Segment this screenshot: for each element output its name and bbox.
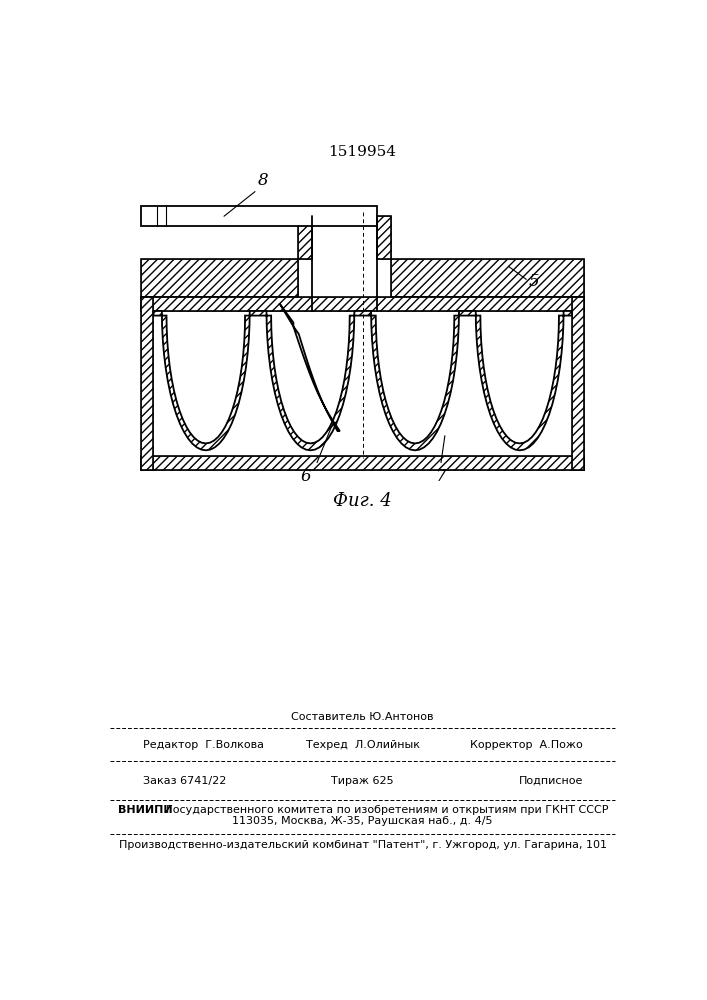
Text: ВНИИПИ: ВНИИПИ (118, 805, 173, 815)
Polygon shape (141, 216, 312, 297)
Text: 113035, Москва, Ж-35, Раушская наб., д. 4/5: 113035, Москва, Ж-35, Раушская наб., д. … (233, 816, 493, 826)
Text: Фиг. 4: Фиг. 4 (333, 492, 392, 510)
Text: Подписное: Подписное (518, 776, 583, 786)
Text: Государственного комитета по изобретениям и открытиям при ГКНТ СССР: Государственного комитета по изобретения… (166, 805, 609, 815)
Text: 7: 7 (436, 468, 446, 485)
Text: Редактор  Г.Волкова: Редактор Г.Волкова (143, 740, 264, 750)
Polygon shape (141, 206, 377, 226)
Text: Тираж 625: Тираж 625 (332, 776, 394, 786)
Polygon shape (279, 303, 293, 326)
Text: Составитель Ю.Антонов: Составитель Ю.Антонов (291, 712, 434, 722)
Polygon shape (141, 297, 153, 470)
Text: Производственно-издательский комбинат "Патент", г. Ужгород, ул. Гагарина, 101: Производственно-издательский комбинат "П… (119, 840, 607, 850)
Polygon shape (377, 216, 585, 297)
Text: Корректор  А.Пожо: Корректор А.Пожо (470, 740, 583, 750)
Polygon shape (153, 311, 572, 450)
Polygon shape (293, 326, 340, 431)
Polygon shape (141, 297, 585, 311)
Polygon shape (141, 456, 585, 470)
Text: 1519954: 1519954 (328, 145, 396, 159)
Text: 6: 6 (300, 468, 310, 485)
Text: Заказ 6741/22: Заказ 6741/22 (143, 776, 226, 786)
Text: 5: 5 (529, 273, 539, 290)
Text: Техред  Л.Олийнык: Техред Л.Олийнык (305, 740, 420, 750)
Text: 8: 8 (257, 172, 268, 189)
Polygon shape (572, 297, 585, 470)
